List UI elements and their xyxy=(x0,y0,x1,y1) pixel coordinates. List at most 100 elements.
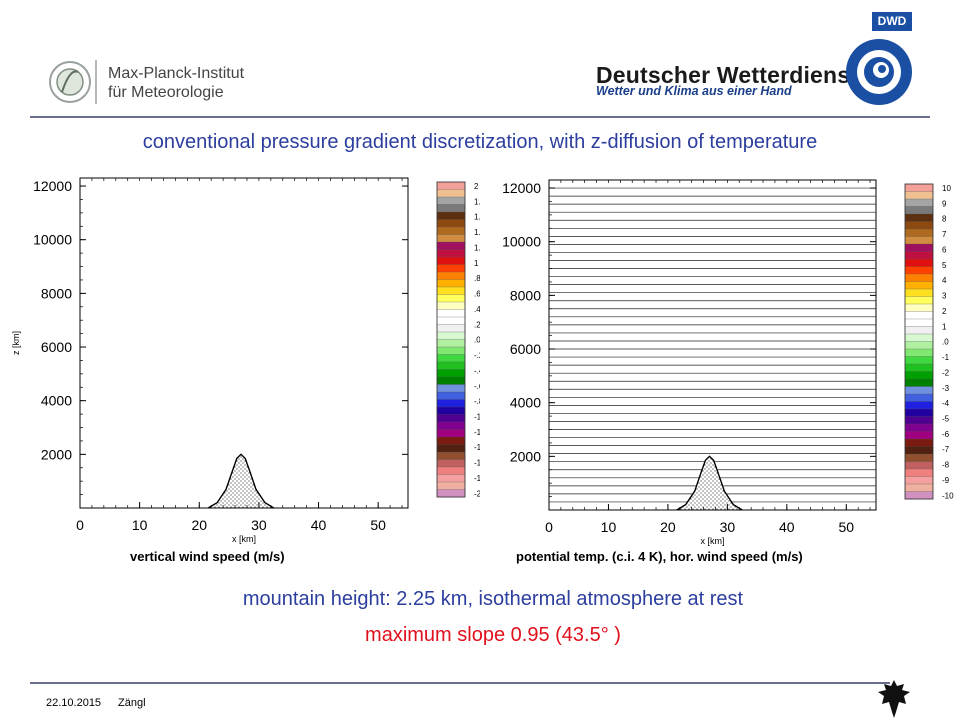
colorbar-swatch xyxy=(904,258,934,267)
colorbar-swatch xyxy=(436,189,466,198)
y-tick-label: 2000 xyxy=(41,446,72,462)
colorbar-swatch xyxy=(904,333,934,342)
colorbar-swatch xyxy=(904,198,934,207)
x-tick-label: 20 xyxy=(191,517,207,533)
colorbar-swatch xyxy=(904,183,934,192)
colorbar-swatch xyxy=(436,466,466,475)
colorbar-swatch xyxy=(904,326,934,335)
colorbar-swatch xyxy=(904,356,934,365)
colorbar-swatch xyxy=(904,273,934,282)
colorbar-swatch xyxy=(436,301,466,310)
colorbar-swatch xyxy=(436,286,466,295)
colorbar-swatch xyxy=(436,346,466,355)
colorbar-swatch xyxy=(436,421,466,430)
mountain-fill xyxy=(676,456,743,510)
maximum-slope-text: maximum slope 0.95 (43.5° ) xyxy=(365,624,621,646)
dwd-badge: DWD xyxy=(872,12,912,31)
colorbar-label: .2 xyxy=(474,320,480,329)
colorbar-frame xyxy=(904,183,934,500)
colorbar-swatch xyxy=(436,414,466,423)
colorbar-swatch xyxy=(904,206,934,215)
colorbar-swatch xyxy=(904,416,934,425)
dwd-subtitle: Wetter und Klima aus einer Hand xyxy=(596,84,792,98)
colorbar-swatch xyxy=(904,236,934,245)
colorbar-label: -1.6 xyxy=(474,459,480,468)
colorbar-swatch xyxy=(436,459,466,468)
y-tick-label: 10000 xyxy=(502,234,541,250)
x-tick-label: 50 xyxy=(838,519,854,535)
colorbar-label: -1.8 xyxy=(474,474,480,483)
colorbar-label: 1 xyxy=(474,259,479,268)
y-tick-label: 12000 xyxy=(502,180,541,196)
plot-frame xyxy=(548,179,877,511)
mountain-outline xyxy=(676,455,743,511)
colorbar-swatch xyxy=(436,429,466,438)
colorbar-label: 8 xyxy=(942,215,947,224)
colorbar-swatch xyxy=(436,264,466,273)
colorbar-swatch xyxy=(436,219,466,228)
x-tick-label: 50 xyxy=(370,517,386,533)
colorbar-swatch xyxy=(904,311,934,320)
footer-date: 22.10.2015 xyxy=(46,697,102,709)
x-tick-label: 0 xyxy=(76,517,84,533)
colorbar-label: -1.2 xyxy=(474,428,480,437)
colorbar-label: -3 xyxy=(942,384,950,393)
mpi-institute-name: Max-Planck-Institut für Meteorologie xyxy=(108,64,244,102)
colorbar-swatch xyxy=(904,296,934,305)
colorbar-swatch xyxy=(436,481,466,490)
colorbar-swatch xyxy=(904,393,934,402)
colorbar-swatch xyxy=(904,213,934,222)
colorbar-label: -1 xyxy=(474,412,480,421)
colorbar-swatch xyxy=(904,438,934,447)
slide-title: conventional pressure gradient discretiz… xyxy=(142,131,818,153)
colorbar-swatch xyxy=(436,316,466,325)
colorbar-swatch xyxy=(436,234,466,243)
colorbar-swatch xyxy=(904,461,934,470)
colorbar-swatch xyxy=(904,341,934,350)
colorbar-label: 2 xyxy=(474,182,479,191)
colorbar-label: 4 xyxy=(942,276,947,285)
colorbar-swatch xyxy=(904,483,934,492)
colorbar-swatch xyxy=(436,204,466,213)
mpi-logo xyxy=(49,60,97,104)
colorbar-swatch xyxy=(436,369,466,378)
colorbar-label: -1 xyxy=(942,353,950,362)
x-tick-label: 20 xyxy=(660,519,676,535)
colorbar-label: -10 xyxy=(942,491,954,500)
colorbar-swatch xyxy=(436,181,466,190)
y-tick-label: 10000 xyxy=(33,232,72,248)
colorbar-label: .6 xyxy=(474,290,480,299)
colorbar-swatch xyxy=(904,401,934,410)
y-axis-label: z [km] xyxy=(11,331,21,355)
colorbar-swatch xyxy=(436,324,466,333)
caption-right: potential temp. (c.i. 4 K), hor. wind sp… xyxy=(516,549,803,564)
colorbar-label: -.8 xyxy=(474,397,480,406)
colorbar-label: -7 xyxy=(942,445,950,454)
colorbar-label: 9 xyxy=(942,199,947,208)
colorbar-swatch xyxy=(436,331,466,340)
caption-left: vertical wind speed (m/s) xyxy=(130,549,285,564)
colorbar-label: .8 xyxy=(474,274,480,283)
x-axis-label: x [km] xyxy=(232,534,256,544)
colorbar-label: -2 xyxy=(474,489,480,498)
y-tick-label: 4000 xyxy=(41,393,72,409)
colorbar-swatch xyxy=(436,406,466,415)
colorbar-swatch xyxy=(436,489,466,498)
dwd-title: Deutscher Wetterdienst xyxy=(596,62,859,88)
y-tick-label: 12000 xyxy=(33,178,72,194)
colorbar-swatch xyxy=(904,371,934,380)
colorbar-swatch xyxy=(436,399,466,408)
colorbar-label: -.4 xyxy=(474,366,480,375)
colorbar-swatch xyxy=(904,221,934,230)
colorbar-swatch xyxy=(436,376,466,385)
colorbar-swatch xyxy=(436,241,466,250)
colorbar-swatch xyxy=(436,384,466,393)
colorbar-swatch xyxy=(436,339,466,348)
plot-frame xyxy=(79,177,409,509)
colorbar-swatch xyxy=(436,309,466,318)
colorbar-swatch xyxy=(436,249,466,258)
footer-rule xyxy=(30,682,890,684)
federal-eagle-emblem xyxy=(878,680,910,718)
colorbar-swatch xyxy=(904,318,934,327)
colorbar-swatch xyxy=(436,256,466,265)
